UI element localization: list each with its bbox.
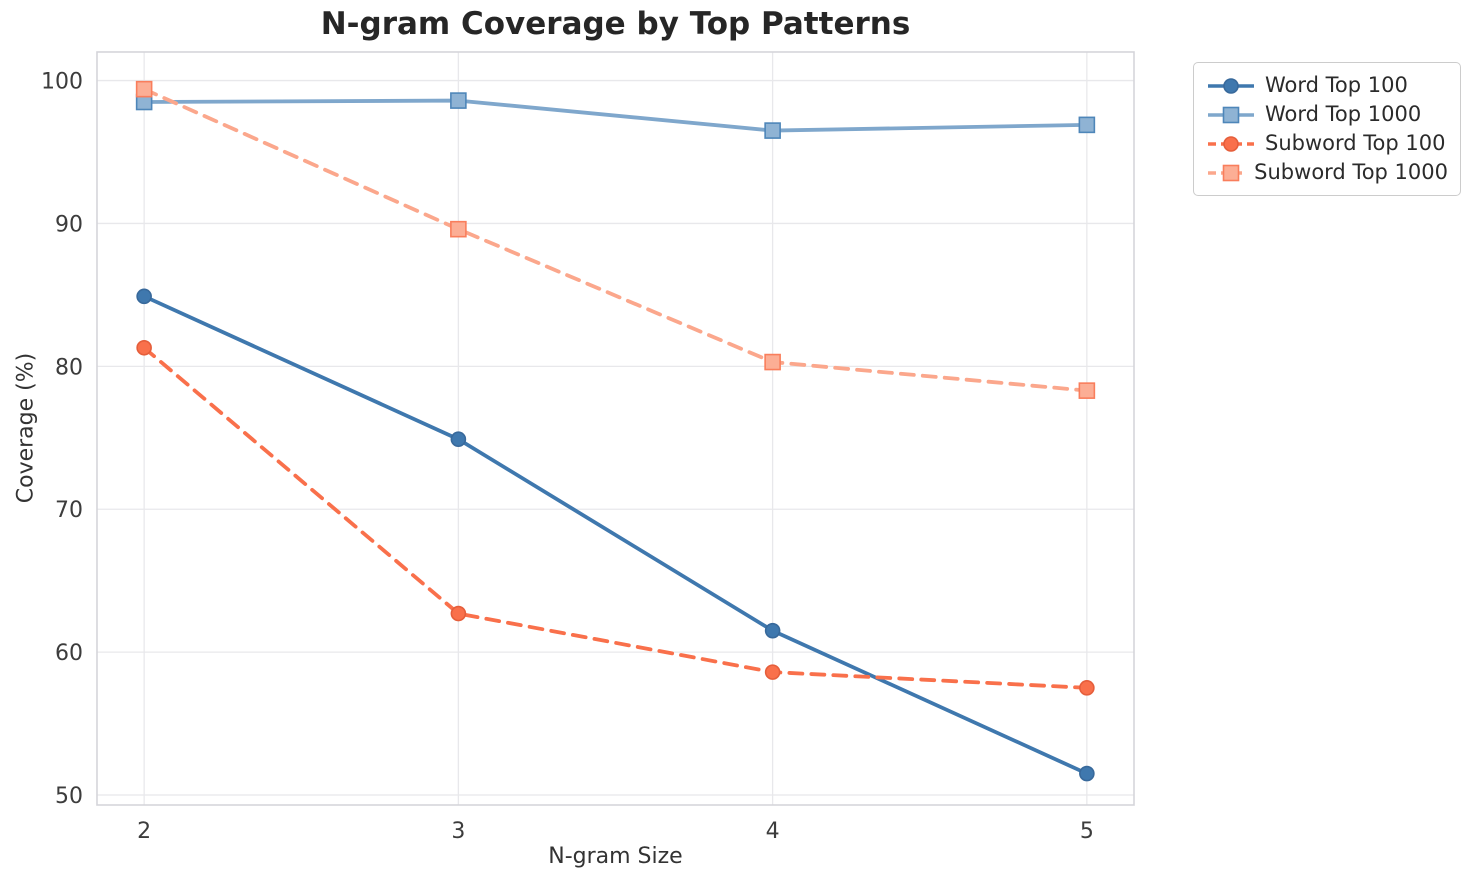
x-tick-label-3: 3	[451, 819, 465, 844]
legend-item-word-top-1000: Word Top 1000	[1206, 101, 1448, 129]
marker-word-top-100-x2	[136, 288, 152, 305]
marker-word-top-1000-x4	[764, 122, 781, 139]
legend-swatch-word-top-1000	[1208, 106, 1254, 123]
plot-border	[96, 51, 1135, 806]
series-word-top-100	[136, 288, 1095, 782]
x-axis-label: N-gram Size	[548, 844, 683, 869]
marker-word-top-1000-x3	[450, 92, 467, 109]
legend-marker-subword-top-100	[1223, 135, 1239, 152]
series-line-word-top-1000	[142, 98, 1089, 133]
legend-marker-word-top-1000	[1222, 106, 1240, 123]
marker-subword-top-1000-x4	[764, 353, 781, 371]
legend-marker-word-top-100	[1223, 77, 1239, 94]
series-line-word-top-100	[142, 294, 1089, 776]
series-line-subword-top-1000	[142, 87, 1089, 393]
marker-subword-top-1000-x5	[1078, 382, 1096, 399]
series-subword-top-100	[136, 339, 1095, 696]
y-tick-label-90: 90	[55, 212, 83, 237]
y-tick-label-70: 70	[55, 498, 83, 523]
legend-label-subword-top-100: Subword Top 100	[1265, 131, 1446, 155]
legend: Word Top 100 Word Top 1000 Subword Top 100…	[1193, 62, 1461, 196]
marker-subword-top-100-x4	[764, 664, 781, 680]
legend-label-subword-top-1000: Subword Top 1000	[1254, 160, 1448, 184]
marker-subword-top-100-x3	[450, 605, 467, 622]
legend-item-subword-top-100: Subword Top 100	[1206, 130, 1448, 158]
marker-subword-top-1000-x2	[135, 80, 153, 98]
legend-swatch-subword-top-1000	[1208, 164, 1246, 181]
marker-word-top-100-x4	[764, 622, 781, 639]
series-line-subword-top-100	[142, 345, 1089, 690]
chart-title: N-gram Coverage by Top Patterns	[320, 6, 911, 42]
legend-label-word-top-100: Word Top 100	[1265, 73, 1408, 97]
marker-subword-top-100-x5	[1079, 680, 1095, 696]
y-tick-label-50: 50	[55, 784, 83, 809]
marker-word-top-100-x3	[450, 431, 467, 448]
marker-subword-top-100-x2	[136, 339, 152, 356]
series-word-top-1000	[135, 92, 1096, 139]
legend-swatch-word-top-100	[1208, 77, 1254, 94]
y-tick-label-60: 60	[55, 641, 83, 666]
series-subword-top-1000	[135, 80, 1096, 399]
y-tick-label-100: 100	[41, 70, 83, 95]
legend-item-subword-top-1000: Subword Top 1000	[1206, 159, 1448, 187]
grid-layer	[97, 52, 1134, 805]
x-tick-label-5: 5	[1080, 819, 1094, 844]
x-tick-label-2: 2	[137, 819, 151, 844]
marker-word-top-100-x5	[1079, 765, 1095, 782]
marker-subword-top-1000-x3	[450, 220, 467, 238]
legend-label-word-top-1000: Word Top 1000	[1265, 102, 1422, 126]
legend-swatch-subword-top-100	[1208, 135, 1254, 152]
x-tick-label-4: 4	[766, 819, 780, 844]
y-axis-label: Coverage (%)	[13, 352, 39, 504]
legend-item-word-top-100: Word Top 100	[1206, 72, 1448, 100]
legend-marker-subword-top-1000	[1222, 164, 1240, 181]
y-tick-label-80: 80	[55, 355, 83, 380]
marker-word-top-1000-x5	[1078, 116, 1096, 134]
